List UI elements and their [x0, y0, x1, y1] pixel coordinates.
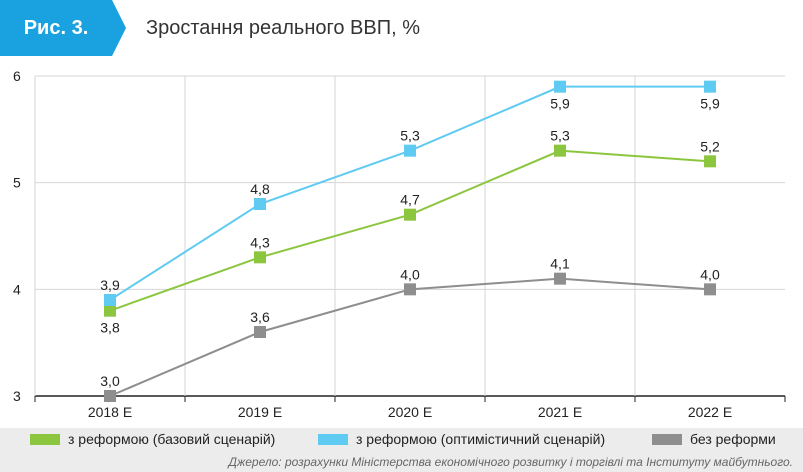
legend-swatch-base — [30, 433, 60, 445]
legend-label-optimistic: з реформою (оптимістичний сценарій) — [356, 431, 606, 447]
legend-item-optimistic: з реформою (оптимістичний сценарій) — [318, 431, 605, 447]
data-point-marker — [404, 144, 416, 157]
y-tick-label: 3 — [13, 388, 21, 404]
legend-swatch-no-reform — [652, 433, 682, 445]
data-point-marker — [104, 390, 116, 402]
data-point-marker — [254, 198, 266, 210]
legend-label-base: з реформою (базовий сценарій) — [68, 431, 276, 447]
data-label: 4,3 — [250, 234, 270, 250]
x-tick-label: 2022 Е — [688, 404, 732, 420]
data-point-marker — [554, 80, 566, 93]
data-label: 5,3 — [400, 128, 420, 144]
data-label: 5,3 — [550, 128, 570, 144]
data-point-marker — [404, 208, 416, 221]
chart-title: Зростання реального ВВП, % — [146, 16, 420, 39]
x-tick-label: 2021 Е — [538, 404, 582, 420]
data-label: 5,9 — [700, 96, 720, 112]
y-tick-label: 4 — [13, 281, 21, 297]
data-label: 3,0 — [100, 373, 120, 389]
line-chart: 3 4 5 6 2018 Е 2019 Е 2020 Е 2021 Е 2022 Е 3,8 4,3… — [0, 56, 803, 428]
plot-background — [0, 56, 803, 428]
chart-legend: з реформою (базовий сценарій) з реформою… — [0, 431, 803, 451]
source-note: Джерело: розрахунки Міністерства економі… — [228, 455, 793, 469]
legend-label-no-reform: без реформи — [690, 431, 776, 447]
data-label: 4,0 — [700, 266, 720, 282]
x-tick-label: 2018 Е — [88, 404, 132, 420]
figure-label-arrow — [112, 0, 126, 56]
y-tick-label: 5 — [13, 175, 21, 191]
legend-item-base: з реформою (базовий сценарій) — [30, 431, 275, 447]
figure-label: Рис. 3. — [0, 0, 112, 56]
legend-swatch-optimistic — [318, 433, 348, 445]
chart-header: Рис. 3. Зростання реального ВВП, % — [0, 0, 803, 56]
data-point-marker — [404, 283, 416, 296]
x-tick-label: 2019 Е — [238, 404, 282, 420]
data-label: 4,0 — [400, 266, 420, 282]
data-point-marker — [704, 283, 716, 296]
x-tick-label: 2020 Е — [388, 404, 432, 420]
legend-item-no-reform: без реформи — [652, 431, 776, 447]
data-label: 4,8 — [250, 181, 270, 197]
data-label: 3,9 — [100, 277, 120, 293]
data-point-marker — [104, 304, 116, 317]
data-label: 4,7 — [400, 192, 420, 208]
y-tick-label: 6 — [13, 68, 21, 84]
data-label: 4,1 — [550, 256, 570, 272]
data-point-marker — [104, 294, 116, 306]
data-point-marker — [704, 155, 716, 168]
data-point-marker — [254, 251, 266, 264]
data-label: 3,8 — [100, 320, 120, 336]
data-point-marker — [554, 272, 566, 285]
data-point-marker — [704, 80, 716, 93]
data-point-marker — [254, 326, 266, 338]
data-label: 3,6 — [250, 309, 270, 325]
data-label: 5,9 — [550, 96, 570, 112]
data-label: 5,2 — [700, 138, 720, 154]
data-point-marker — [554, 144, 566, 157]
